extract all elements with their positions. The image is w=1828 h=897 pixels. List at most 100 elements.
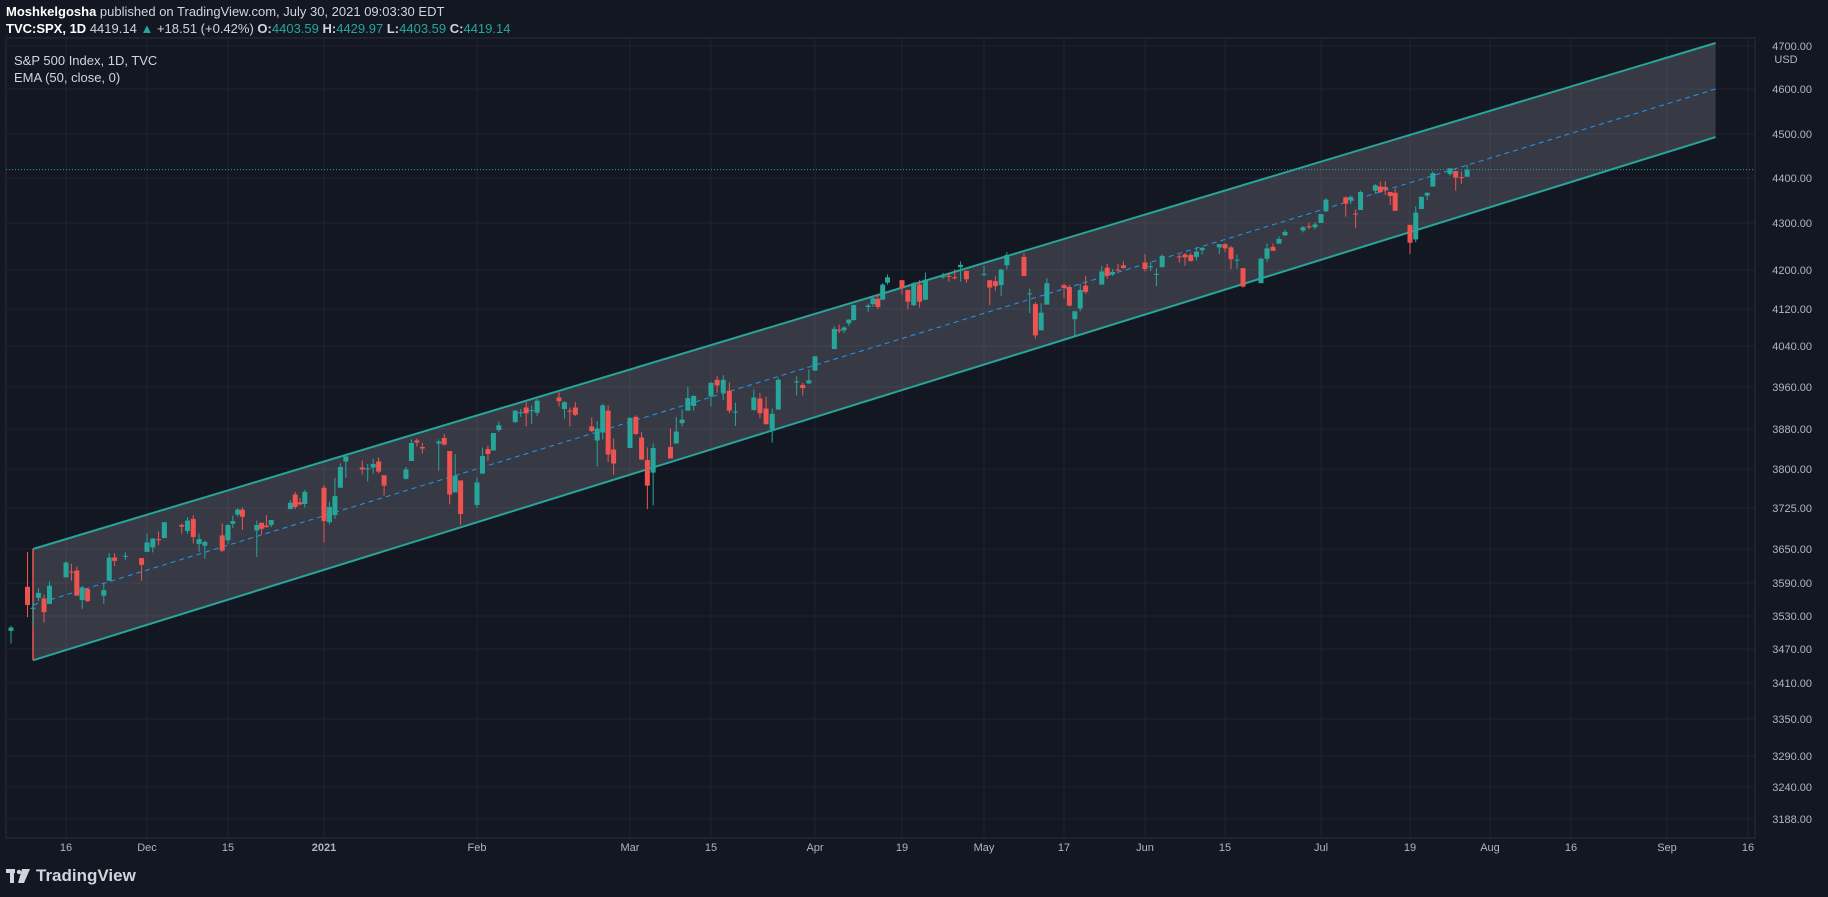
candle-body <box>685 398 691 411</box>
publish-info: Moshkelgosha published on TradingView.co… <box>6 4 444 20</box>
candle-body <box>321 487 327 522</box>
price-axis-background <box>1755 38 1827 838</box>
candle-body <box>1464 169 1470 177</box>
price-tick-label: 4600.00 <box>1772 84 1812 96</box>
candle-body <box>668 447 673 459</box>
candle-body <box>732 411 738 413</box>
candle-body <box>831 328 837 350</box>
change-value: +18.51 (+0.42%) <box>156 21 254 36</box>
candle-body <box>235 509 241 515</box>
candle-body <box>1382 187 1388 190</box>
candle-body <box>1318 214 1324 223</box>
candle-body <box>259 522 265 529</box>
price-tick-label: 3590.00 <box>1772 578 1812 590</box>
time-tick-label: Sep <box>1657 842 1677 854</box>
candle-body <box>1104 267 1110 276</box>
candle-body <box>567 410 573 412</box>
candle-body <box>1270 246 1276 251</box>
candle-body <box>101 590 107 596</box>
candle-body <box>751 397 757 411</box>
candle-body <box>885 277 890 283</box>
time-tick-label: 19 <box>1404 842 1416 854</box>
candle-body <box>1120 265 1126 269</box>
candle-body <box>219 535 225 551</box>
candle-body <box>150 538 156 548</box>
open-label: O: <box>257 21 272 36</box>
candle-body <box>1372 185 1378 191</box>
time-tick-label: 16 <box>60 842 72 854</box>
author-name[interactable]: Moshkelgosha <box>6 4 97 19</box>
candle-body <box>1282 231 1288 236</box>
candle-body <box>1182 254 1188 258</box>
candle-body <box>144 542 150 552</box>
time-axis[interactable]: 16 Dec 15 2021 Feb Mar 15 Apr 19 May 17 Jun 15 Jul 19 A… <box>6 837 1755 854</box>
symbol-info-line: TVC:SPX, 1D 4419.14 ▲ +18.51 (+0.42%) O:… <box>6 21 510 37</box>
candle-body <box>1387 191 1393 196</box>
candle-body <box>958 264 964 268</box>
candle-body <box>589 426 595 431</box>
channel-upper-line <box>32 42 1716 550</box>
close-label: C: <box>449 21 464 36</box>
candle-body <box>594 428 600 441</box>
candle-body <box>452 475 458 493</box>
candle-body <box>337 467 343 488</box>
candle-body <box>673 431 679 444</box>
candle-body <box>1222 244 1228 249</box>
candle-body <box>611 449 617 464</box>
candle-body <box>880 284 886 300</box>
candle-body <box>679 419 685 424</box>
candle-body <box>600 405 606 433</box>
candle-body <box>370 464 376 468</box>
tradingview-logo-icon <box>6 869 30 883</box>
series-title[interactable]: S&P 500 Index, 1D, TVC <box>14 53 158 68</box>
candle-body <box>1458 177 1464 179</box>
candle-body <box>479 456 485 474</box>
candle-body <box>8 627 14 631</box>
candle-body <box>836 329 842 331</box>
candle-body <box>512 410 518 423</box>
candle-body <box>381 475 387 486</box>
candle-body <box>1234 259 1240 261</box>
candle-body <box>239 509 245 517</box>
candle-body <box>254 524 260 531</box>
candle-body <box>1193 251 1199 257</box>
candle-body <box>408 443 414 461</box>
symbol-name: TVC:SPX, 1D <box>6 21 87 36</box>
candle-body <box>1032 304 1038 336</box>
candle-body <box>806 380 812 384</box>
candle-body <box>775 379 781 410</box>
indicator-title[interactable]: EMA (50, close, 0) <box>14 70 121 85</box>
price-tick-label: 3188.00 <box>1772 814 1812 826</box>
price-tick-label: 3470.00 <box>1772 644 1812 656</box>
price-tick-label: 3960.00 <box>1772 382 1812 394</box>
price-tick-label: 3650.00 <box>1772 544 1812 556</box>
candle-body <box>529 410 535 412</box>
time-tick-label: Feb <box>468 842 487 854</box>
candle-body <box>202 541 208 546</box>
price-axis[interactable]: 3188.00 3240.00 3290.00 3350.00 3410.00 3470.… <box>1754 38 1827 838</box>
candle-body <box>185 520 190 531</box>
candle-body <box>263 525 269 528</box>
candle-body <box>846 319 852 324</box>
time-tick-label: 16 <box>1742 842 1754 854</box>
price-tick-label: 4200.00 <box>1772 265 1812 277</box>
candle-body <box>1216 244 1222 248</box>
candle-body <box>605 410 611 455</box>
candle-body <box>1407 224 1413 243</box>
price-tick-label: 4300.00 <box>1772 218 1812 230</box>
candle-body <box>1377 186 1383 192</box>
candle-body <box>720 379 726 393</box>
tradingview-brand[interactable]: TradingView <box>6 866 136 886</box>
low-label: L: <box>386 21 400 36</box>
up-arrow-icon: ▲ <box>140 21 154 36</box>
candle-body <box>474 482 480 505</box>
candle-body <box>633 416 639 434</box>
candle-body <box>1228 247 1234 260</box>
candle-body <box>414 440 420 443</box>
candle-body <box>992 281 998 287</box>
candle-body <box>757 398 763 414</box>
candle-body <box>561 402 567 410</box>
publish-text: published on TradingView.com, July 30, 2… <box>99 4 445 19</box>
candle-body <box>922 279 928 300</box>
